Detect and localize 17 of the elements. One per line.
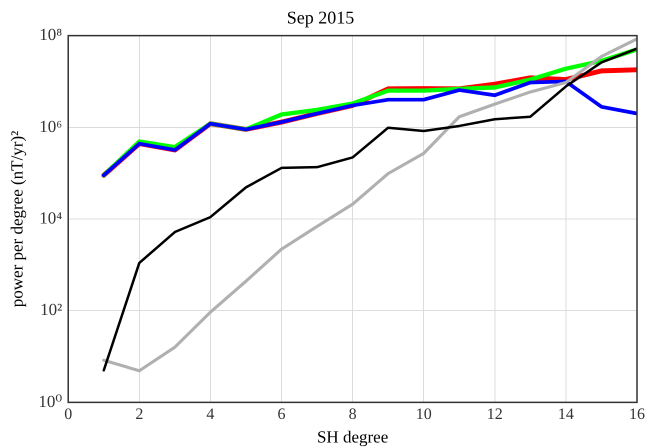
- x-tick-label: 8: [348, 406, 357, 424]
- chart-title: Sep 2015: [286, 8, 354, 28]
- y-tick-label: 10⁴: [39, 208, 62, 228]
- y-tick-label: 10⁰: [38, 392, 62, 411]
- x-tick-label: 4: [206, 406, 214, 424]
- x-tick-label: 14: [558, 406, 574, 424]
- x-tick-label: 10: [416, 406, 432, 424]
- y-tick-label: 10²: [40, 300, 62, 320]
- x-tick-label: 6: [278, 406, 286, 424]
- x-tick-label: 2: [135, 406, 144, 424]
- y-tick-label: 10⁸: [39, 25, 62, 44]
- y-axis-title: power per degree (nT/yr)²: [8, 130, 27, 308]
- x-tick-label: 0: [64, 406, 72, 424]
- x-tick-label: 16: [629, 406, 645, 424]
- x-tick-label: 12: [486, 406, 503, 424]
- y-tick-label: 10⁶: [39, 116, 62, 136]
- x-axis-title: SH degree: [316, 427, 388, 446]
